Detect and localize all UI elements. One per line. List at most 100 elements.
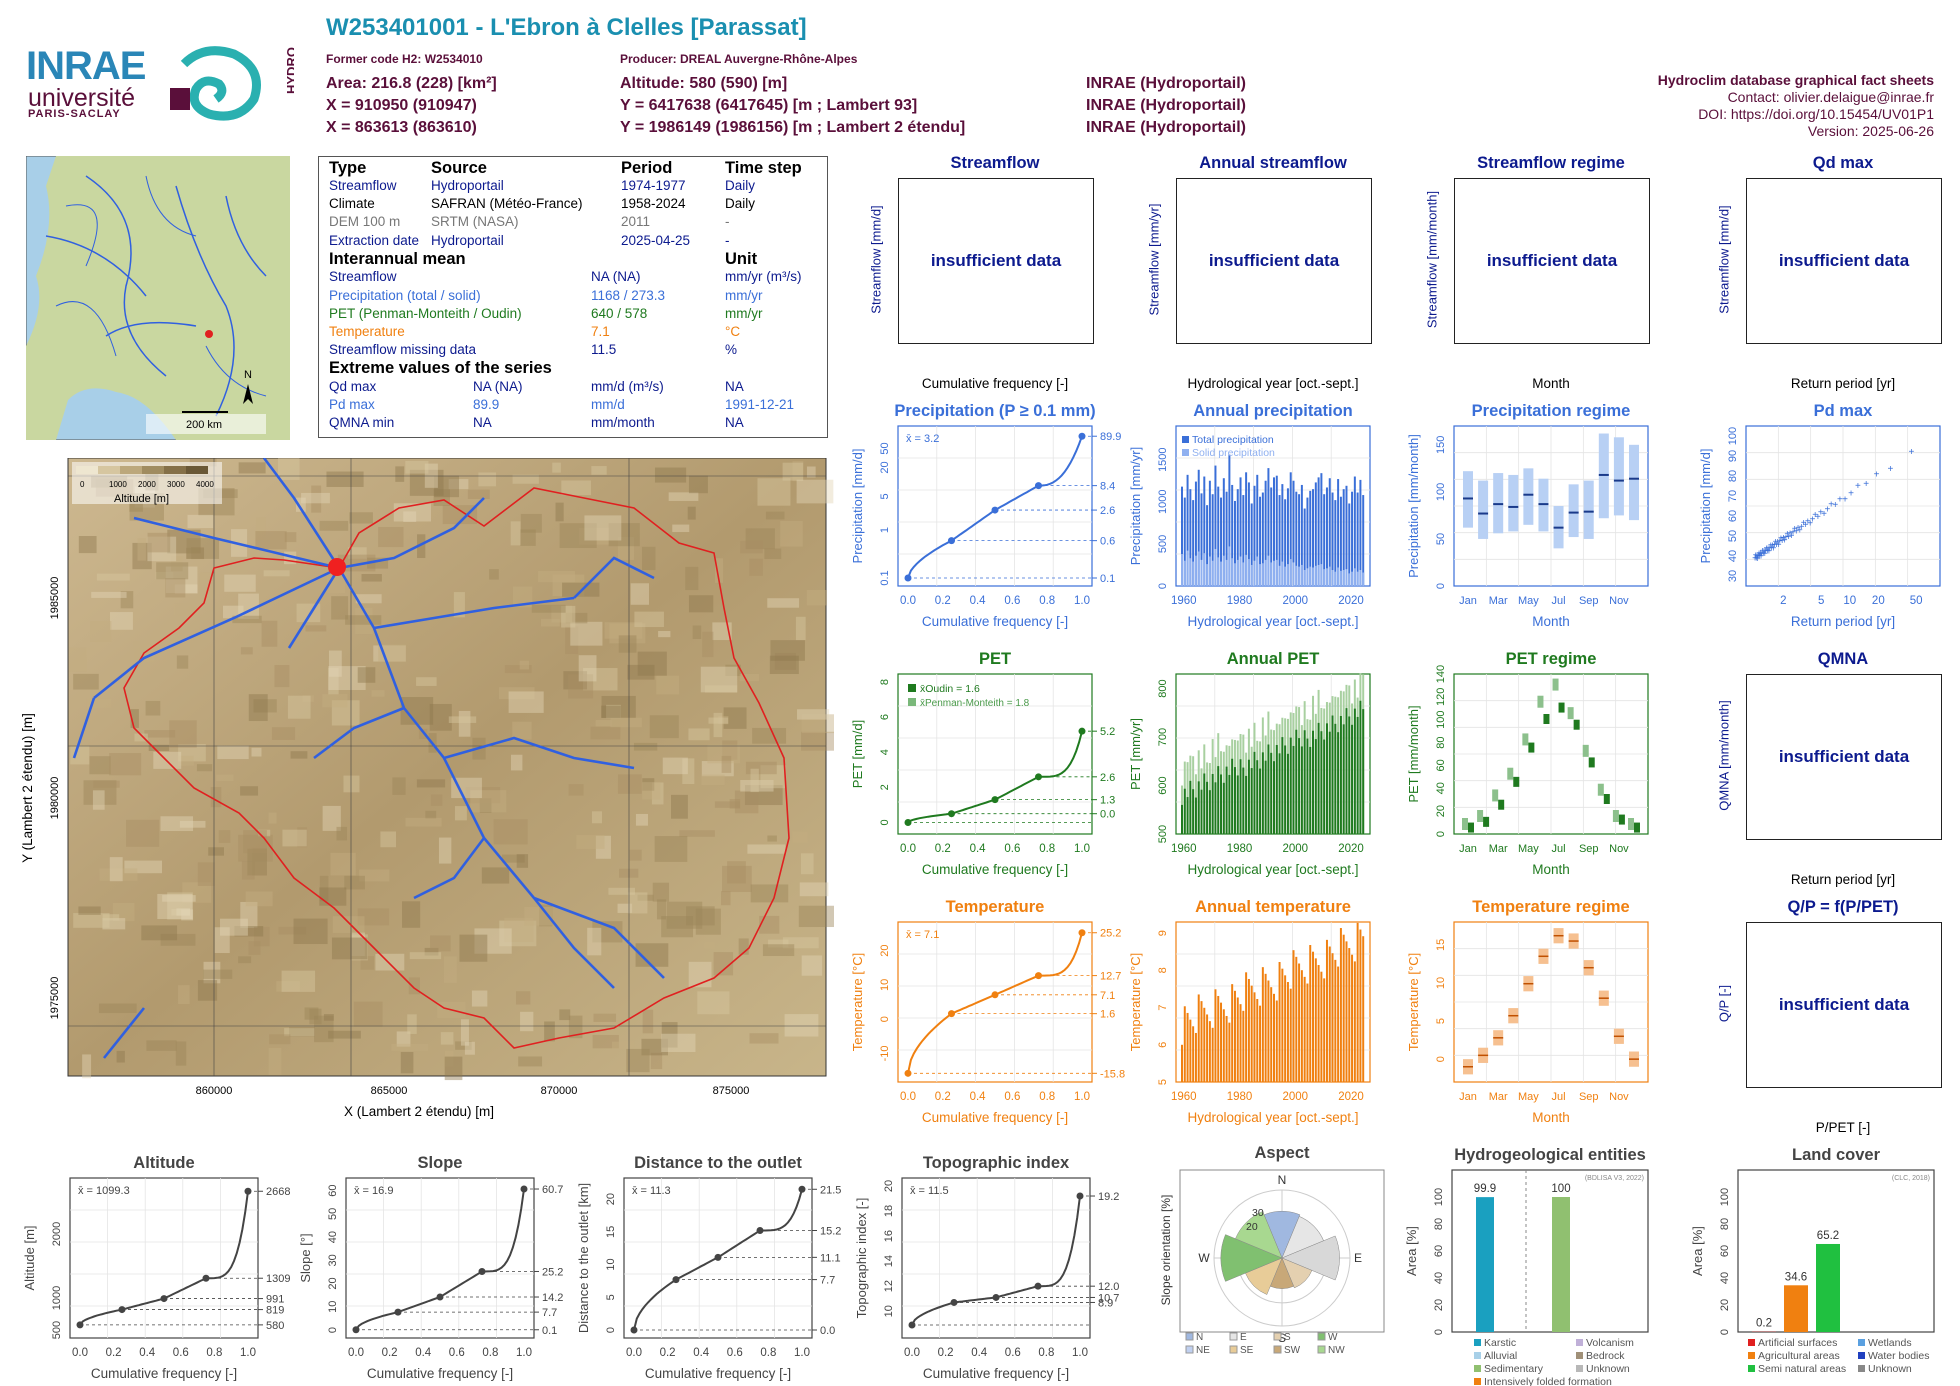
pd-max-point: + [1769, 543, 1775, 554]
aspect-legend-item: SE [1240, 1345, 1254, 1356]
annual_pet-bar [1306, 738, 1309, 834]
annual_temp-bar [1337, 966, 1340, 1082]
info-row-3-cell: - [725, 232, 730, 248]
y-lambert93: Y = 6417638 (6417645) [m ; Lambert 93] [620, 97, 918, 114]
annual_precip-bar [1208, 480, 1211, 586]
hydrogeol-legend-item: Unknown [1586, 1363, 1630, 1375]
annual_pet-bar [1278, 753, 1281, 834]
temp_regime-ylabel: Temperature [°C] [1406, 953, 1421, 1051]
ytick: 40 [1727, 550, 1739, 562]
aspect-ylabel: Slope orientation [%] [1159, 1195, 1173, 1306]
info-row-2-cell: 2011 [621, 214, 651, 230]
annual_precip-bar [1273, 477, 1275, 586]
annual_pet-bar [1261, 752, 1264, 834]
basin-ytick: 1975000 [49, 977, 61, 1020]
annual_pet-bar [1197, 781, 1200, 834]
ytick: 20 [879, 944, 891, 956]
extreme-row-0-cell: NA (NA) [473, 378, 523, 394]
annual_precip-bar [1278, 565, 1281, 586]
annual_precip-bar [1334, 571, 1337, 586]
info-row-3-cell: Hydroportail [431, 232, 504, 248]
pet-regime-pm [1537, 695, 1544, 708]
pet_regime-title: PET regime [1506, 650, 1597, 668]
pd-max-point: + [1786, 532, 1792, 543]
ytick: 0 [1435, 583, 1447, 589]
annual_temp-bar [1289, 988, 1292, 1082]
annual_pet-bar [1300, 746, 1303, 834]
info-row-2-cell: SRTM (NASA) [431, 214, 519, 230]
source-1: INRAE (Hydroportail) [1086, 75, 1246, 92]
precip_cdf-ylabel: Precipitation [mm/d] [850, 449, 865, 564]
altitude_cdf-frame [69, 1177, 259, 1339]
annual_temp-bar [1242, 1010, 1245, 1082]
ytick: 50 [1435, 533, 1447, 545]
annual_precip-bar [1342, 489, 1345, 586]
annual_precip-bar [1325, 568, 1328, 586]
ytick: 70 [1727, 490, 1739, 502]
annual_temp-bar [1317, 965, 1320, 1082]
ytick: 500 [51, 1321, 63, 1339]
annual_temp-bar [1203, 1007, 1206, 1082]
info-table: Type Source Period Time step Streamflow Hydro… [318, 156, 828, 438]
annual_precip-bar [1351, 491, 1354, 586]
annual_precip-bar [1189, 489, 1192, 586]
pd-max-point: + [1787, 528, 1793, 539]
pd-max-point: + [1812, 510, 1818, 521]
temp_cdf-chart: Temperature Cumulative frequency [-] Tempe… [850, 898, 1125, 1125]
pd-max-point: + [1762, 549, 1768, 560]
pd-max-point: + [1753, 554, 1759, 565]
former-code: Former code H2: W2534010 [326, 52, 483, 66]
annual_pet-bar [1250, 768, 1253, 834]
ytick: 500 [1157, 535, 1169, 553]
annual_pet-bar [1200, 789, 1203, 834]
mean-row-0-cell: Streamflow [329, 269, 397, 285]
ytick: 5 [605, 1294, 617, 1300]
ytick: 10 [605, 1258, 617, 1270]
pd-max-point: + [1764, 546, 1770, 557]
landcover-legend-item: Semi natural areas [1758, 1363, 1846, 1375]
ytick: 15 [1435, 939, 1447, 951]
pd-max-point: + [1761, 546, 1767, 557]
source-3: INRAE (Hydroportail) [1086, 119, 1246, 136]
streamflow-title: Streamflow [950, 154, 1040, 172]
pd-max-point: + [1774, 540, 1780, 551]
annual_temp-bar [1250, 985, 1253, 1082]
pd-max-point: + [1810, 514, 1816, 525]
interannual-header-cell: Interannual mean [329, 249, 466, 268]
annual_pet-bar [1225, 766, 1228, 834]
aspect-legend-item: SW [1284, 1345, 1301, 1356]
annual_temp-bar [1281, 968, 1284, 1082]
annual_precip-bar [1345, 485, 1348, 586]
topo_cdf-ylabel: Topographic index [-] [854, 1198, 869, 1319]
ytick: 14 [883, 1255, 895, 1267]
xtick: 0.4 [415, 1347, 432, 1359]
xtick: 0.2 [660, 1347, 676, 1359]
annual_precip-bar [1314, 565, 1317, 586]
aspect-sector [1220, 1234, 1283, 1282]
annual_precip-bar [1300, 564, 1303, 586]
xtick: 0.4 [971, 1347, 988, 1359]
topo_cdf-xlabel: Cumulative frequency [-] [923, 1366, 1069, 1381]
annual_pet-bar [1239, 759, 1242, 834]
xtick: 1.0 [794, 1347, 810, 1359]
annual_pet-xtick: 2020 [1338, 843, 1364, 855]
doi-link[interactable]: DOI: https://doi.org/10.15454/UV01P1 [1698, 106, 1934, 122]
pet-legend-oudin: x̄Oudin = 1.6 [920, 683, 980, 695]
altitude-legend-tick: 3000 [167, 480, 185, 489]
distance_cdf-title: Distance to the outlet [634, 1154, 802, 1172]
extreme-row-0-cell: NA [725, 378, 744, 394]
aspect-legend-item: W [1328, 1332, 1338, 1343]
pd-max-xtick: 10 [1843, 595, 1856, 607]
annual_temp-bar [1334, 959, 1337, 1082]
annual_precip-bar [1286, 488, 1289, 586]
annual_temp-bar [1233, 990, 1236, 1082]
annual_precip-bar [1211, 560, 1214, 586]
annual_precip-bar [1206, 564, 1209, 586]
annual_precip-bar [1225, 491, 1228, 586]
slope_cdf-title: Slope [418, 1154, 463, 1172]
annual_pet-bar [1192, 789, 1195, 834]
ytick: 0 [1157, 583, 1169, 589]
ytick: 16 [883, 1230, 895, 1242]
basin-ytick: 1980000 [49, 777, 61, 820]
annual_precip-bar [1342, 570, 1345, 586]
